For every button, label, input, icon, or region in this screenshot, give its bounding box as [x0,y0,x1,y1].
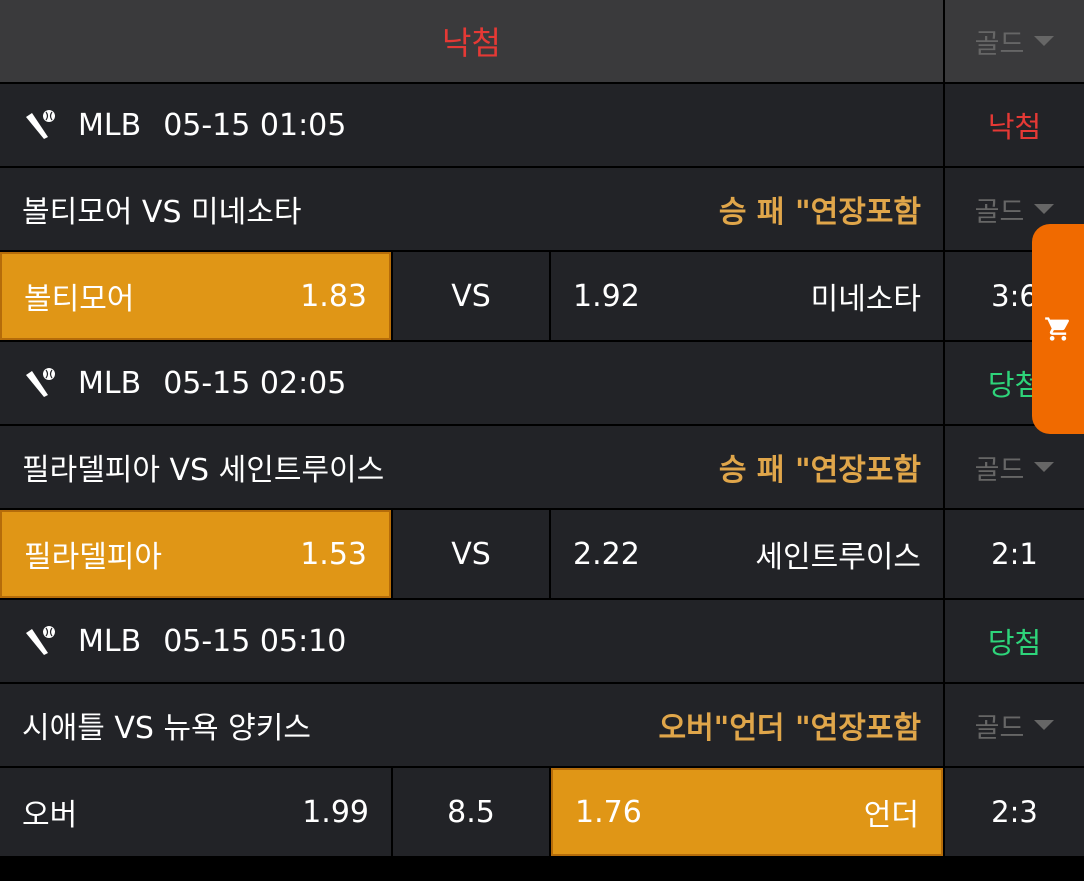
home-odds: 1.99 [302,794,369,830]
middle-label: 8.5 [447,794,495,830]
match-row: 시애틀 VS 뉴욕 양키스 오버"언더 "연장포함 골드 [0,684,1084,766]
baseball-icon [26,368,55,397]
game-info-row: MLB 05-15 02:05 당첨 [0,342,1084,424]
home-odds-button[interactable]: 필라델피아 1.53 [0,510,391,598]
datetime: 05-15 01:05 [163,107,347,143]
home-odds: 1.53 [300,536,367,572]
cart-button[interactable] [1032,224,1084,434]
header-select[interactable]: 골드 [945,0,1084,82]
baseball-icon [26,110,55,139]
away-label: 언더 [863,798,919,833]
middle-label: VS [451,278,491,314]
grade-select[interactable]: 골드 [945,426,1084,508]
bet-type: 승 패 "연장포함 [718,453,921,488]
score: 3:6 [991,279,1038,313]
match-title: 시애틀 VS 뉴욕 양키스 [22,711,311,746]
match-title: 볼티모어 VS 미네소타 [22,195,302,230]
league: MLB [78,623,142,659]
odds-row: 오버 1.99 8.5 1.76 언더 2:3 [0,768,1084,856]
home-label: 오버 [22,798,78,833]
grade-select[interactable]: 골드 [945,168,1084,250]
grade-select[interactable]: 골드 [945,684,1084,766]
home-odds-button[interactable]: 볼티모어 1.83 [0,252,391,340]
away-label: 세인트루이스 [755,540,921,575]
datetime: 05-15 05:10 [163,623,347,659]
result-status: 당첨 [987,626,1042,660]
away-label: 미네소타 [810,282,921,317]
select-label: 골드 [974,454,1025,486]
odds-row: 필라델피아 1.53 VS 2.22 세인트루이스 2:1 [0,510,1084,598]
away-odds: 1.92 [573,278,640,314]
league: MLB [78,107,142,143]
select-label: 골드 [974,28,1025,60]
game-info-row: MLB 05-15 05:10 당첨 [0,600,1084,682]
middle-label: VS [451,536,491,572]
home-odds-button[interactable]: 오버 1.99 [0,768,391,856]
result-status: 낙첨 [987,110,1042,144]
match-row: 필라델피아 VS 세인트루이스 승 패 "연장포함 골드 [0,426,1084,508]
bet-type: 승 패 "연장포함 [718,195,921,230]
header-row: 낙첨 골드 [0,0,1084,82]
away-odds-button[interactable]: 2.22 세인트루이스 [551,510,943,598]
match-row: 볼티모어 VS 미네소타 승 패 "연장포함 골드 [0,168,1084,250]
datetime: 05-15 02:05 [163,365,347,401]
chevron-down-icon [1034,462,1055,472]
middle-cell: VS [393,252,549,340]
odds-row: 볼티모어 1.83 VS 1.92 미네소타 3:6 [0,252,1084,340]
baseball-icon [26,626,55,655]
match-title: 필라델피아 VS 세인트루이스 [22,453,385,488]
away-odds: 1.76 [575,794,642,830]
chevron-down-icon [1034,204,1055,214]
select-label: 골드 [974,196,1025,228]
league: MLB [78,365,142,401]
chevron-down-icon [1034,36,1055,46]
middle-cell: 8.5 [393,768,549,856]
game-info-row: MLB 05-15 01:05 낙첨 [0,84,1084,166]
score: 2:1 [991,537,1038,571]
chevron-down-icon [1034,720,1055,730]
bet-type: 오버"언더 "연장포함 [658,711,921,746]
cart-icon [1045,317,1069,341]
home-label: 볼티모어 [24,282,135,317]
select-label: 골드 [974,712,1025,744]
away-odds: 2.22 [573,536,640,572]
home-odds: 1.83 [300,278,367,314]
home-label: 필라델피아 [24,540,162,575]
middle-cell: VS [393,510,549,598]
away-odds-button[interactable]: 1.76 언더 [551,768,943,856]
away-odds-button[interactable]: 1.92 미네소타 [551,252,943,340]
header-status: 낙첨 [442,24,501,62]
score: 2:3 [991,795,1038,829]
